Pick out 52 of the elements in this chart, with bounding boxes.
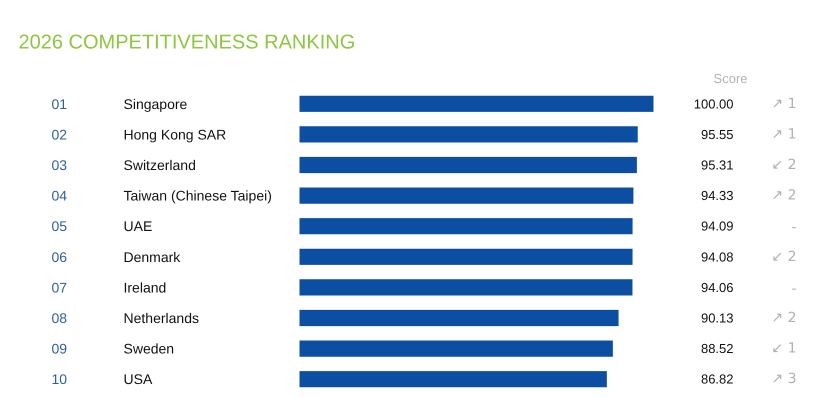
bar [300,126,638,143]
bar [300,96,654,112]
bar [300,187,634,204]
y-tick-label: Singapore [124,96,188,112]
data-label: 94.06 [700,280,734,295]
y-tick-label: USA [124,371,153,388]
data-label: 94.33 [700,188,734,204]
text: 07 [52,279,68,296]
text: - [791,280,797,297]
data-label: 95.55 [700,126,734,142]
text: ↗ 2 [771,188,797,204]
data-label: 94.08 [700,249,734,264]
y-tick-label: Taiwan (Chinese Taipei) [124,188,272,204]
y-tick-label: Sweden [124,340,174,357]
y-tick-label: Hong Kong SAR [124,126,226,142]
text: 06 [52,248,68,265]
y-tick-label: Switzerland [124,157,196,173]
text: 04 [52,188,68,204]
bar [300,218,633,234]
text: ↙ 2 [771,248,797,265]
text: 10 [52,371,68,388]
data-label: 95.31 [700,158,734,172]
y-tick-label: Denmark [124,248,182,265]
data-label: 90.13 [700,310,734,326]
text: 08 [52,310,68,326]
bar [300,340,613,357]
text: Score [714,71,748,86]
text: ↗ 3 [771,371,797,388]
data-label: 100.00 [694,96,734,112]
text: ↙ 2 [771,157,797,173]
bar [300,371,607,388]
text: 01 [52,96,68,112]
text: 03 [52,157,68,173]
data-label: 94.09 [700,218,734,234]
text: ↗ 1 [771,126,797,142]
y-tick-label: Netherlands [124,310,199,326]
y-tick-label: UAE [124,218,152,234]
chart-title: 2026 COMPETITIVENESS RANKING [18,32,356,54]
bar [300,310,619,326]
text: ↙ 1 [771,340,797,357]
text: ↗ 2 [771,310,797,326]
bar [300,248,633,265]
text: 02 [52,126,68,142]
text: ↗ 1 [771,96,797,112]
text: 09 [52,340,68,357]
text: - [791,220,797,236]
data-label: 88.52 [700,341,734,356]
data-label: 86.82 [700,372,734,387]
bar [300,279,632,296]
bar [300,156,637,174]
y-tick-label: Ireland [124,279,166,296]
text: 05 [52,218,68,234]
